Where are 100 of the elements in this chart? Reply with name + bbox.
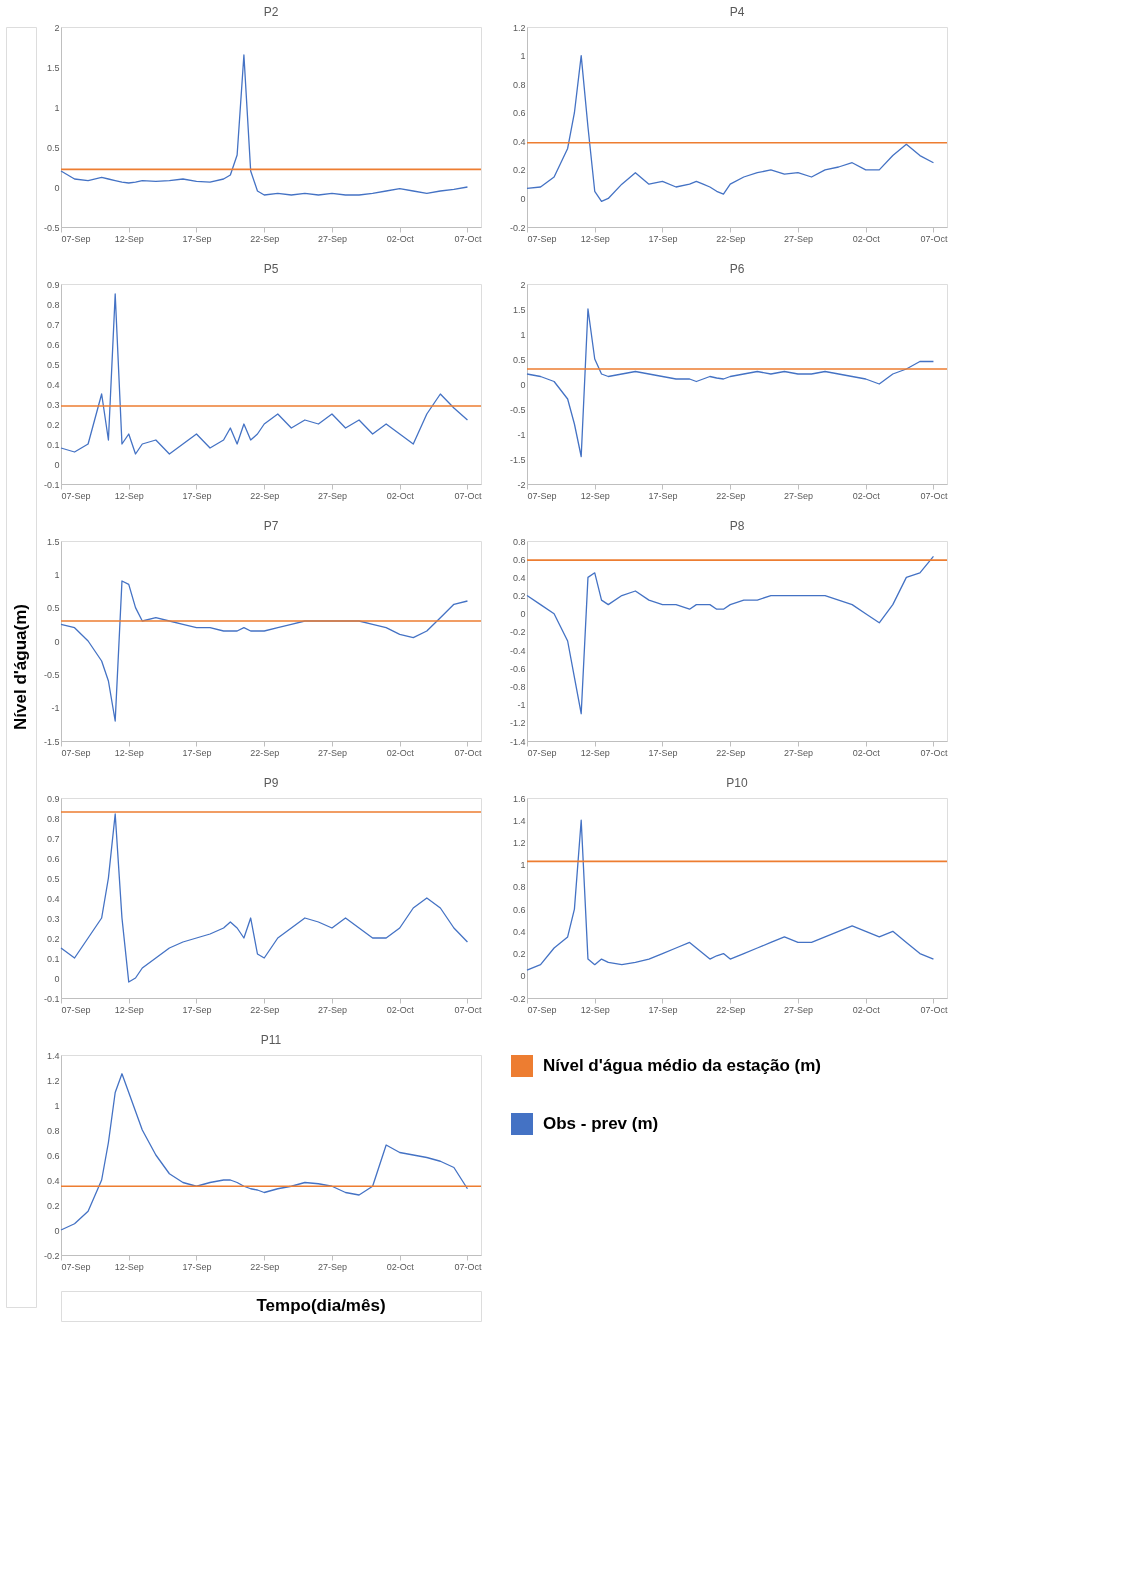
x-tick-label: 12-Sep <box>580 233 610 244</box>
y-tick-label: -0.2 <box>43 1250 60 1261</box>
y-tick-label: 2 <box>520 279 526 290</box>
x-tick-label: 12-Sep <box>114 747 144 758</box>
x-tick-label: 22-Sep <box>716 747 746 758</box>
x-tick-label: 12-Sep <box>580 490 610 501</box>
chart-title: P7 <box>263 519 279 533</box>
x-tick-label: 02-Oct <box>386 233 415 244</box>
chart-title: P5 <box>263 262 279 276</box>
chart-title: P6 <box>729 262 745 276</box>
y-tick-label: 0.9 <box>46 793 60 804</box>
x-tick-label: 07-Sep <box>61 1004 91 1015</box>
x-tick-label: 27-Sep <box>317 747 347 758</box>
y-tick-label: 0.4 <box>46 893 60 904</box>
x-tick-label: 27-Sep <box>783 747 813 758</box>
y-tick-label: -0.1 <box>43 479 60 490</box>
y-tick-label: 0.6 <box>46 853 60 864</box>
y-tick-label: 1.5 <box>46 62 60 73</box>
y-tick-label: 0 <box>520 971 526 982</box>
y-tick-label: -0.2 <box>509 993 526 1004</box>
y-tick-label: 0.4 <box>46 1175 60 1186</box>
x-tick-label: 17-Sep <box>648 233 678 244</box>
y-tick-label: 0.8 <box>46 813 60 824</box>
y-tick-label: 0.2 <box>46 419 60 430</box>
chart-title: P8 <box>729 519 745 533</box>
y-tick-label: 0.2 <box>512 591 526 602</box>
y-tick-label: -0.1 <box>43 993 60 1004</box>
y-tick-label: 0 <box>54 459 60 470</box>
x-tick-label: 17-Sep <box>182 1004 212 1015</box>
y-tick-label: 0.6 <box>512 554 526 565</box>
x-tick-label: 17-Sep <box>648 747 678 758</box>
y-tick-label: 0.6 <box>46 339 60 350</box>
x-tick-label: 27-Sep <box>317 490 347 501</box>
y-tick-label: 0 <box>54 636 60 647</box>
y-tick-label: 0 <box>54 182 60 193</box>
x-tick-label: 07-Oct <box>454 1261 482 1272</box>
x-tick-label: 17-Sep <box>182 747 212 758</box>
y-tick-label: 0.6 <box>512 108 526 119</box>
y-tick-label: 0 <box>54 973 60 984</box>
y-tick-label: 1 <box>520 329 526 340</box>
x-tick-label: 17-Sep <box>182 233 212 244</box>
x-tick-label: 02-Oct <box>852 1004 881 1015</box>
chart-title: P11 <box>260 1033 282 1047</box>
x-tick-label: 02-Oct <box>386 1261 415 1272</box>
x-tick-label: 12-Sep <box>580 747 610 758</box>
y-tick-label: 0.5 <box>46 359 60 370</box>
y-tick-label: 0.2 <box>46 1200 60 1211</box>
y-tick-label: 0.8 <box>512 536 526 547</box>
y-tick-label: 0.5 <box>46 603 60 614</box>
x-tick-label: 07-Oct <box>920 490 948 501</box>
y-tick-label: 1.4 <box>512 815 526 826</box>
x-tick-label: 22-Sep <box>716 233 746 244</box>
y-tick-label: -0.5 <box>509 404 526 415</box>
y-tick-label: 0.2 <box>512 165 526 176</box>
x-tick-label: 07-Sep <box>61 1261 91 1272</box>
y-tick-label: 0.8 <box>46 299 60 310</box>
y-tick-label: 0.9 <box>46 279 60 290</box>
x-tick-label: 07-Sep <box>61 747 91 758</box>
x-tick-label: 27-Sep <box>783 490 813 501</box>
y-tick-label: 0.5 <box>46 873 60 884</box>
y-tick-label: 0.2 <box>46 933 60 944</box>
y-tick-label: 0.8 <box>512 79 526 90</box>
y-tick-label: -0.5 <box>43 669 60 680</box>
chart-title: P2 <box>263 5 279 19</box>
y-tick-label: -0.8 <box>509 681 526 692</box>
x-tick-label: 22-Sep <box>716 1004 746 1015</box>
y-tick-label: -2 <box>517 479 526 490</box>
chart-title: P9 <box>263 776 279 790</box>
y-tick-label: 0.2 <box>512 949 526 960</box>
x-tick-label: 07-Sep <box>527 747 557 758</box>
y-tick-label: 0 <box>54 1225 60 1236</box>
y-tick-label: 0.3 <box>46 399 60 410</box>
x-tick-label: 27-Sep <box>317 1004 347 1015</box>
x-tick-label: 22-Sep <box>250 1261 280 1272</box>
y-tick-label: 1 <box>54 1100 60 1111</box>
y-tick-label: 1.5 <box>46 536 60 547</box>
x-tick-label: 07-Oct <box>920 1004 948 1015</box>
y-tick-label: 1 <box>520 860 526 871</box>
y-tick-label: 1.5 <box>512 304 526 315</box>
x-tick-label: 22-Sep <box>716 490 746 501</box>
y-tick-label: 0.7 <box>46 833 60 844</box>
y-tick-label: 0.4 <box>512 572 526 583</box>
y-tick-label: -1 <box>517 429 526 440</box>
x-tick-label: 02-Oct <box>852 490 881 501</box>
x-tick-label: 07-Oct <box>920 747 948 758</box>
y-tick-label: 0 <box>520 609 526 620</box>
y-tick-label: 0.8 <box>46 1125 60 1136</box>
x-tick-label: 02-Oct <box>852 233 881 244</box>
chart-title: P10 <box>726 776 748 790</box>
y-tick-label: 0.6 <box>46 1150 60 1161</box>
y-tick-label: -0.2 <box>509 222 526 233</box>
x-tick-label: 17-Sep <box>648 490 678 501</box>
y-tick-label: -1 <box>51 703 60 714</box>
y-tick-label: 1 <box>54 102 60 113</box>
y-tick-label: -0.2 <box>509 627 526 638</box>
y-tick-label: -1.5 <box>43 736 60 747</box>
y-tick-label: 0.4 <box>512 926 526 937</box>
y-tick-label: 1.2 <box>512 22 526 33</box>
x-tick-label: 07-Oct <box>454 1004 482 1015</box>
x-tick-label: 12-Sep <box>114 233 144 244</box>
